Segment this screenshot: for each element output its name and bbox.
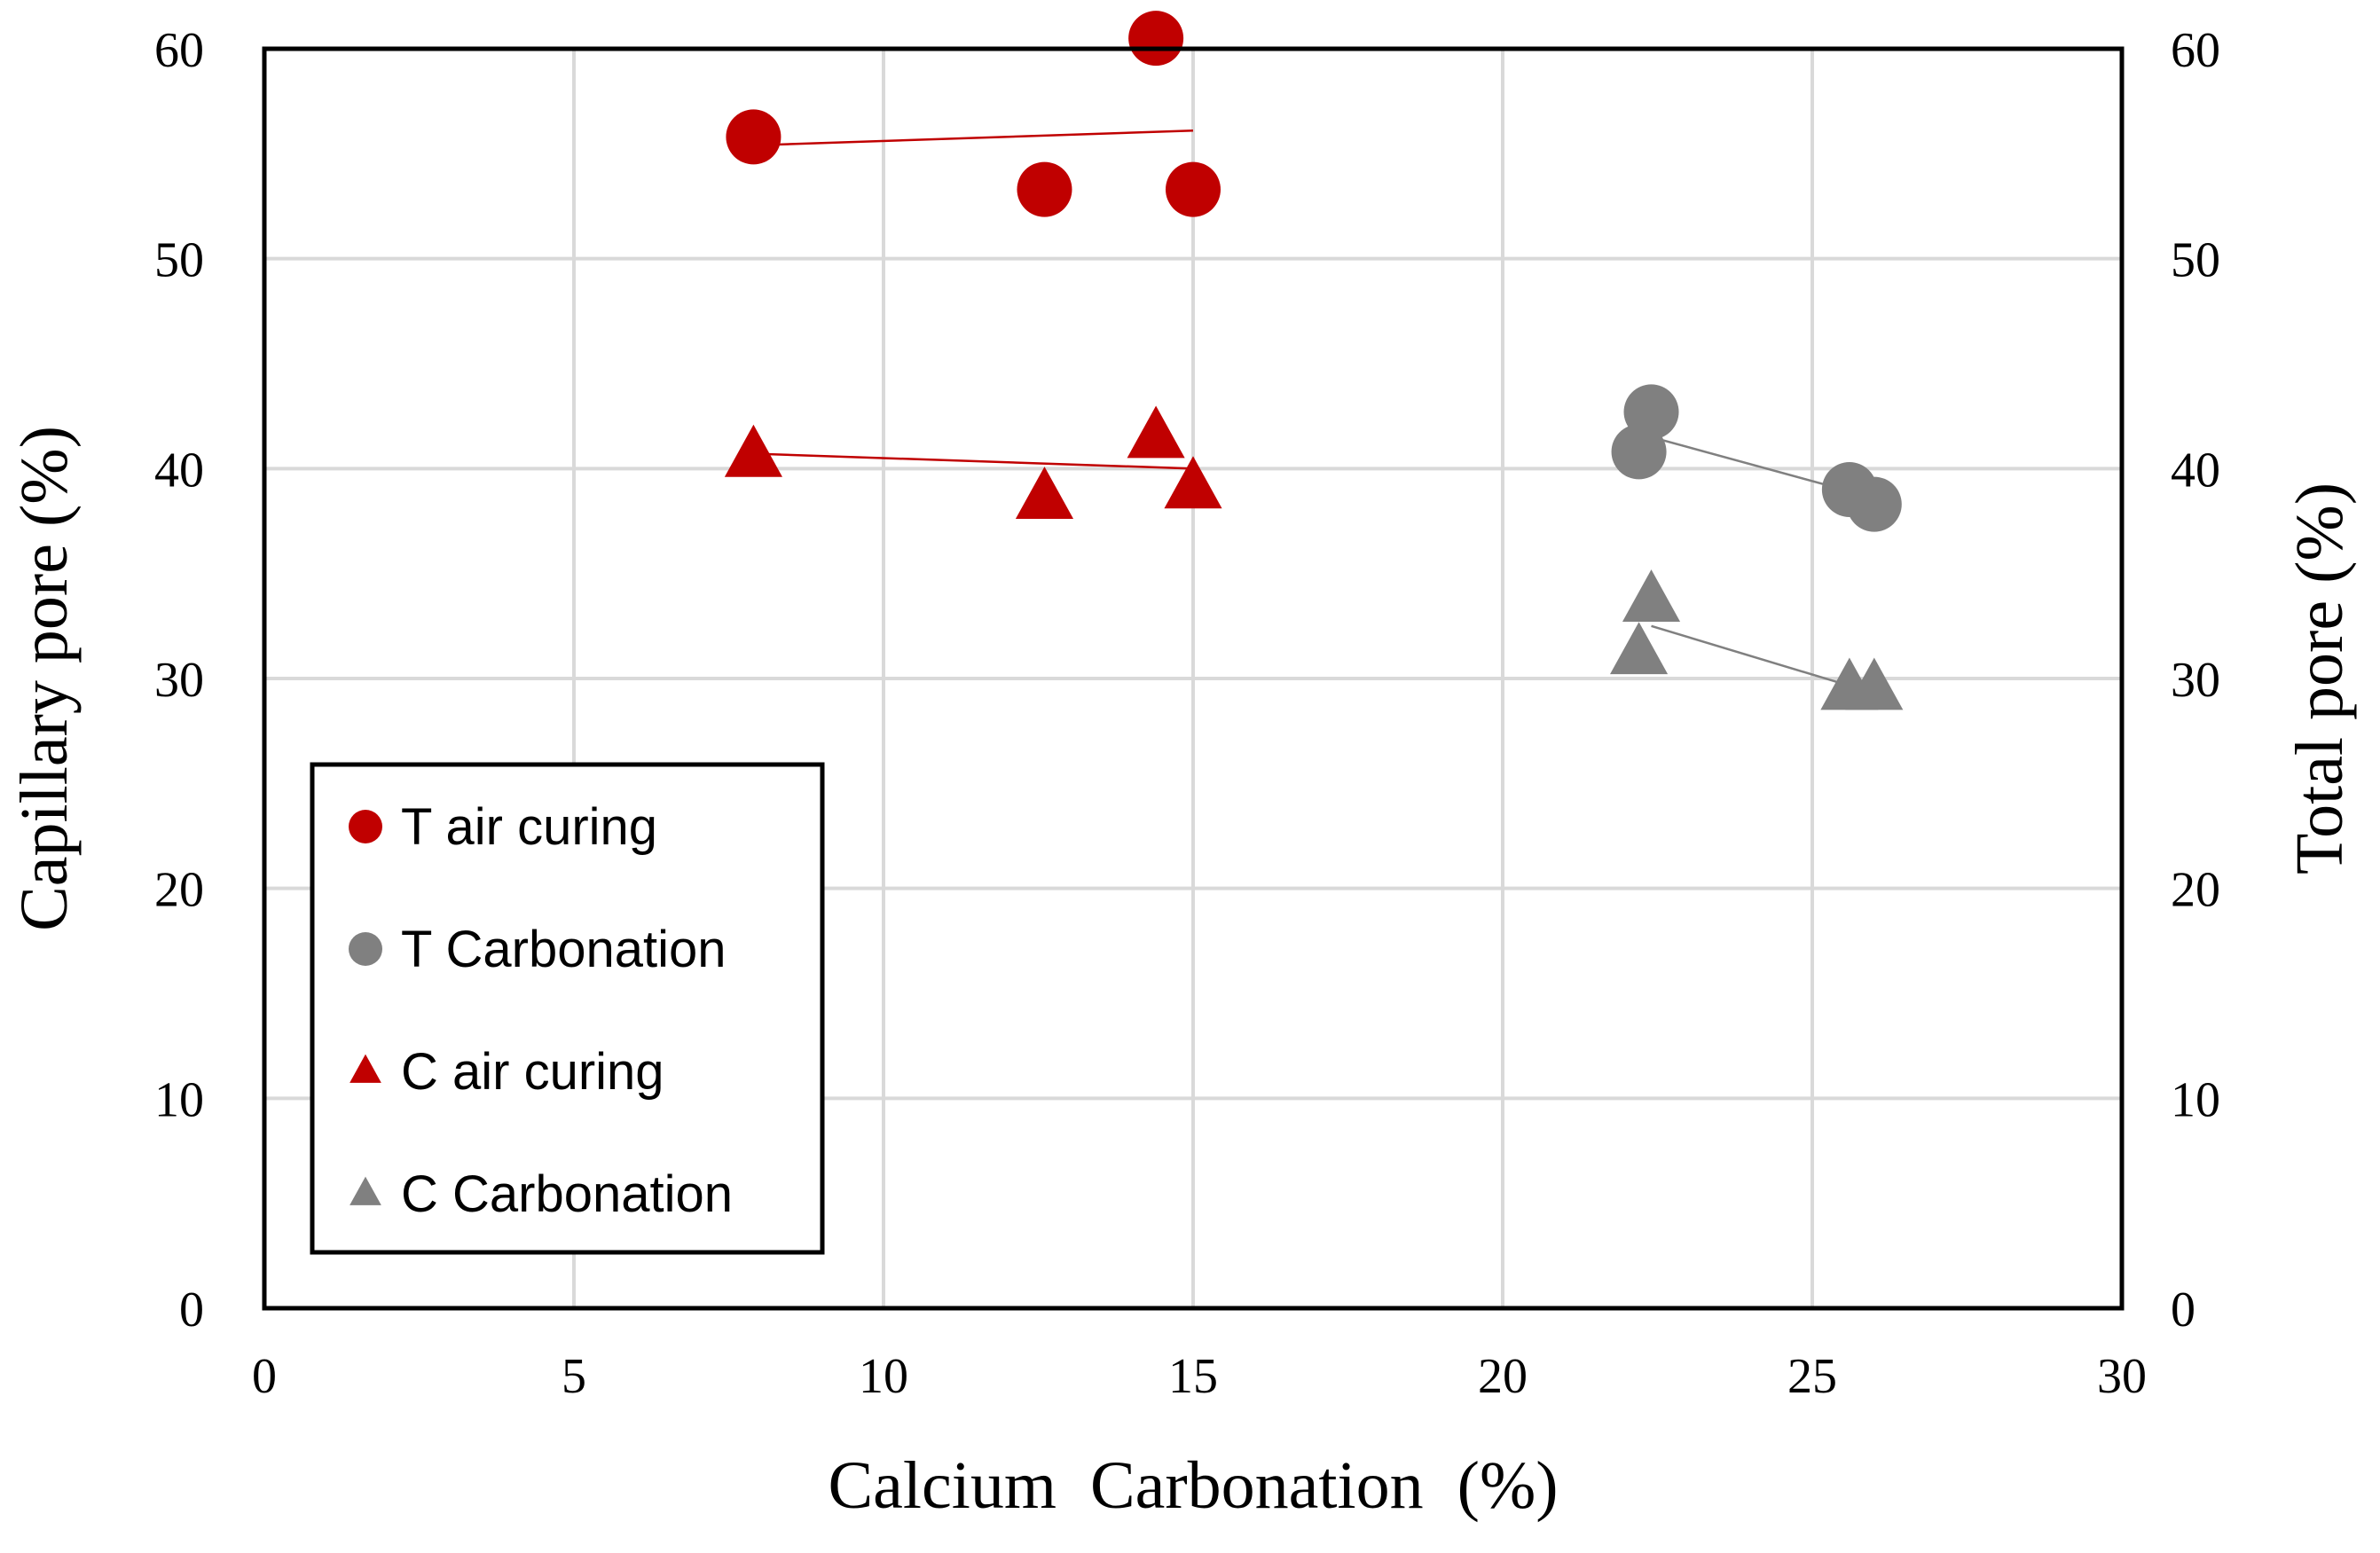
legend-marker-c-carbonation bbox=[350, 1176, 381, 1205]
x-axis-title: Calcium Carbonation (%) bbox=[828, 1448, 1558, 1523]
y-tick-label: 60 bbox=[154, 23, 204, 78]
legend-item-t-carbonation: T Carbonation bbox=[349, 921, 727, 978]
y2-tick-label: 30 bbox=[2171, 653, 2220, 708]
x-tick-label: 0 bbox=[252, 1349, 277, 1404]
y2-tick-label: 10 bbox=[2171, 1072, 2220, 1127]
t-air-curing-point bbox=[1166, 161, 1221, 217]
y-tick-label: 20 bbox=[154, 863, 204, 918]
y2-axis-title: Total pore (%) bbox=[2282, 482, 2357, 875]
c-air-curing-point bbox=[1015, 467, 1074, 520]
y2-tick-label: 20 bbox=[2171, 863, 2220, 918]
y-tick-label: 50 bbox=[154, 233, 204, 288]
y-axis-title: Capillary pore (%) bbox=[7, 426, 82, 931]
c-air-curing-trendline bbox=[759, 452, 1194, 470]
t-air-curing-point bbox=[1017, 161, 1072, 217]
plot-area-border bbox=[262, 46, 2125, 1311]
legend-label-c-carbonation: C Carbonation bbox=[401, 1165, 733, 1223]
y-tick-label: 0 bbox=[179, 1282, 204, 1337]
c-carbonation-point bbox=[1622, 569, 1681, 622]
y2-tick-label: 50 bbox=[2171, 233, 2220, 288]
x-tick-label: 25 bbox=[1787, 1349, 1837, 1404]
y-tick-label: 30 bbox=[154, 653, 204, 708]
legend-marker-t-carbonation bbox=[349, 932, 382, 966]
c-carbonation-point bbox=[1845, 657, 1904, 710]
y2-tick-label: 0 bbox=[2171, 1282, 2195, 1337]
x-tick-label: 30 bbox=[2097, 1349, 2147, 1404]
tick-labels: 0 10 20 30 40 50 60 0 10 20 30 40 50 60 0 5 10 15 20 25 30 bbox=[154, 23, 2220, 1404]
legend-item-t-air-curing: T air curing bbox=[349, 798, 657, 856]
data-points bbox=[724, 11, 1904, 710]
c-air-curing-point bbox=[1127, 405, 1185, 459]
c-air-curing-point bbox=[724, 424, 782, 477]
legend-marker-t-air-curing bbox=[349, 810, 382, 843]
legend-item-c-air-curing: C air curing bbox=[350, 1043, 664, 1101]
legend-item-c-carbonation: C Carbonation bbox=[350, 1165, 733, 1223]
legend-label-t-air-curing: T air curing bbox=[401, 798, 657, 856]
t-carbonation-point bbox=[1623, 384, 1679, 440]
c-carbonation-point bbox=[1610, 622, 1669, 675]
y-tick-label: 10 bbox=[154, 1072, 204, 1127]
legend-marker-c-air-curing bbox=[350, 1054, 381, 1083]
legend-box bbox=[310, 762, 825, 1255]
y2-tick-label: 40 bbox=[2171, 443, 2220, 498]
x-tick-label: 15 bbox=[1168, 1349, 1218, 1404]
legend: T air curing T Carbonation C air curing C C… bbox=[310, 762, 825, 1255]
c-air-curing-point bbox=[1164, 456, 1222, 509]
t-air-curing-point bbox=[726, 109, 782, 165]
t-air-curing-point bbox=[1128, 11, 1184, 67]
y2-tick-label: 60 bbox=[2171, 23, 2220, 78]
t-air-curing-trendline bbox=[753, 129, 1194, 147]
legend-label-c-air-curing: C air curing bbox=[401, 1043, 664, 1101]
x-tick-label: 20 bbox=[1478, 1349, 1528, 1404]
x-tick-label: 5 bbox=[562, 1349, 586, 1404]
y-tick-label: 40 bbox=[154, 443, 204, 498]
t-carbonation-point bbox=[1846, 476, 1902, 532]
x-tick-label: 10 bbox=[859, 1349, 908, 1404]
legend-label-t-carbonation: T Carbonation bbox=[401, 921, 727, 978]
